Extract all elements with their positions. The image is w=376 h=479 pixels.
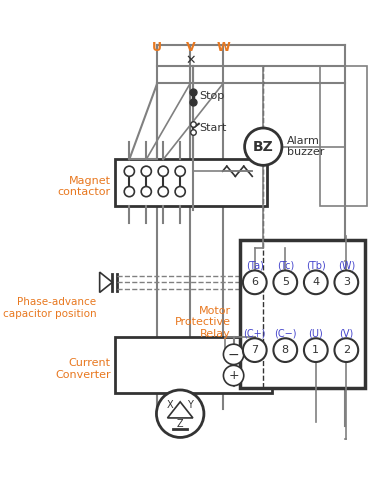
Circle shape [273,271,297,294]
Circle shape [158,186,168,197]
Text: (Ta): (Ta) [246,261,264,270]
Circle shape [158,166,168,176]
Circle shape [175,166,185,176]
Circle shape [124,166,134,176]
Text: ✕: ✕ [185,54,196,67]
Circle shape [223,344,244,365]
Text: (Tb): (Tb) [306,261,326,270]
Text: BZ: BZ [253,140,274,154]
Text: 3: 3 [343,277,350,287]
Polygon shape [100,272,112,293]
Circle shape [156,390,204,437]
Text: (C+): (C+) [244,328,266,338]
Text: (U): (U) [308,328,323,338]
Text: (V): (V) [339,328,353,338]
Bar [115,337,272,392]
Text: 7: 7 [251,345,258,355]
Text: Z: Z [177,419,183,429]
Text: 2: 2 [343,345,350,355]
Circle shape [243,338,267,362]
Text: Stop: Stop [200,91,225,101]
Circle shape [243,271,267,294]
Text: 4: 4 [312,277,319,287]
Text: U: U [152,41,162,54]
Text: 1: 1 [312,345,319,355]
Text: Current
Converter: Current Converter [55,358,111,379]
Circle shape [141,166,152,176]
Circle shape [304,271,327,294]
Text: (C−): (C−) [274,328,297,338]
Circle shape [245,128,282,165]
Text: (W): (W) [338,261,355,270]
Circle shape [141,186,152,197]
Circle shape [335,271,358,294]
Bar [320,66,367,206]
Text: Phase-advance
capacitor position: Phase-advance capacitor position [3,297,96,319]
Bar [115,160,267,206]
Circle shape [223,365,244,386]
Text: 8: 8 [282,345,289,355]
Circle shape [304,338,327,362]
Text: Motor
Protective
Relay: Motor Protective Relay [175,306,231,339]
Text: V: V [185,41,195,54]
Circle shape [175,186,185,197]
Text: Magnet
contactor: Magnet contactor [58,176,111,197]
Text: Alarm
buzzer: Alarm buzzer [287,136,324,158]
Circle shape [124,186,134,197]
Text: 6: 6 [251,277,258,287]
Text: Start: Start [200,123,227,133]
Bar [240,240,365,388]
Text: +: + [228,369,239,382]
Text: Y: Y [187,400,193,410]
Circle shape [273,338,297,362]
Text: W: W [217,41,230,54]
Text: 5: 5 [282,277,289,287]
Circle shape [335,338,358,362]
Text: X: X [167,400,173,410]
Text: −: − [228,347,240,361]
Text: (Tc): (Tc) [277,261,294,270]
